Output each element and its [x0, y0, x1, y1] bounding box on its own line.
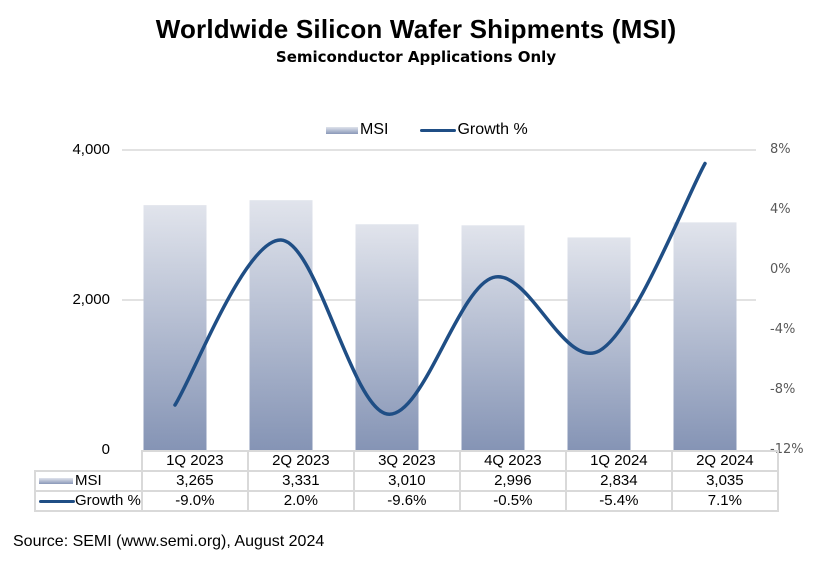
data-table-row-label-msi: MSI [34, 470, 143, 492]
data-table-cell: 7.1% [670, 490, 779, 512]
legend-line-swatch-icon [420, 128, 457, 132]
data-table: 1Q 2023 2Q 2023 3Q 2023 4Q 2023 1Q 2024 … [34, 450, 779, 512]
data-table-cell: 2.0% [246, 490, 355, 512]
y-right-tick-label: 4% [770, 202, 791, 217]
bar-3q-2023 [355, 224, 419, 450]
legend-item-growth: Growth % [420, 121, 528, 139]
bar-1q-2024 [567, 237, 631, 450]
data-table-cell: 2,996 [458, 470, 567, 492]
y-right-tick-label: 8% [770, 142, 791, 157]
data-table-cell: -0.5% [458, 490, 567, 512]
gridlines [122, 149, 756, 301]
data-table-cell: 2,834 [564, 470, 673, 492]
data-table-cell: 3,265 [140, 470, 249, 492]
data-table-cell: -9.6% [352, 490, 461, 512]
data-table-row-label-growth: Growth % [34, 490, 143, 512]
bar-2q-2024 [673, 222, 737, 450]
source-note: Source: SEMI (www.semi.org), August 2024 [13, 533, 325, 550]
legend-item-msi: MSI [326, 121, 388, 139]
legend-label-growth: Growth % [457, 121, 528, 138]
data-table-cell: 3,331 [246, 470, 355, 492]
legend-label-msi: MSI [360, 121, 389, 138]
legend: MSI Growth % [326, 121, 560, 139]
y-right-tick-label: 0% [770, 262, 791, 277]
bar-1q-2023 [143, 205, 207, 450]
growth-line [173, 161, 707, 416]
y-right-tick-label: -8% [770, 382, 796, 397]
bar-series-msi [143, 200, 737, 450]
row-label-text: MSI [75, 472, 102, 489]
data-table-row-growth: Growth % -9.0% 2.0% -9.6% -0.5% -5.4% 7.… [34, 490, 779, 512]
category-label: 3Q 2023 [352, 450, 461, 472]
line-swatch-icon [39, 499, 75, 503]
bar-2q-2023 [249, 200, 313, 450]
category-label: 2Q 2024 [670, 450, 779, 472]
data-table-cell: 3,035 [670, 470, 779, 492]
line-series-growth [173, 161, 707, 416]
legend-bar-swatch-icon [326, 126, 358, 134]
category-label: 1Q 2024 [564, 450, 673, 472]
bar-swatch-icon [39, 478, 73, 485]
category-label: 2Q 2023 [246, 450, 355, 472]
y-right-tick-label: -12% [770, 442, 804, 457]
data-table-cell: -9.0% [140, 490, 249, 512]
chart-subtitle: Semiconductor Applications Only [275, 48, 557, 66]
data-table-corner [35, 451, 143, 472]
bar-4q-2023 [461, 225, 525, 450]
y-left-tick-label: 4,000 [72, 141, 110, 158]
data-table-header-row: 1Q 2023 2Q 2023 3Q 2023 4Q 2023 1Q 2024 … [35, 450, 779, 472]
category-label: 1Q 2023 [140, 450, 249, 472]
category-label: 4Q 2023 [458, 450, 567, 472]
data-table-cell: -5.4% [564, 490, 673, 512]
row-label-text: Growth % [75, 492, 141, 509]
data-table-row-msi: MSI 3,265 3,331 3,010 2,996 2,834 3,035 [34, 470, 779, 492]
y-right-tick-label: -4% [770, 322, 796, 337]
y-left-tick-label: 2,000 [72, 291, 110, 308]
chart-title: Worldwide Silicon Wafer Shipments (MSI) [155, 14, 677, 44]
data-table-cell: 3,010 [352, 470, 461, 492]
y-left-tick-label: 0 [101, 441, 110, 458]
